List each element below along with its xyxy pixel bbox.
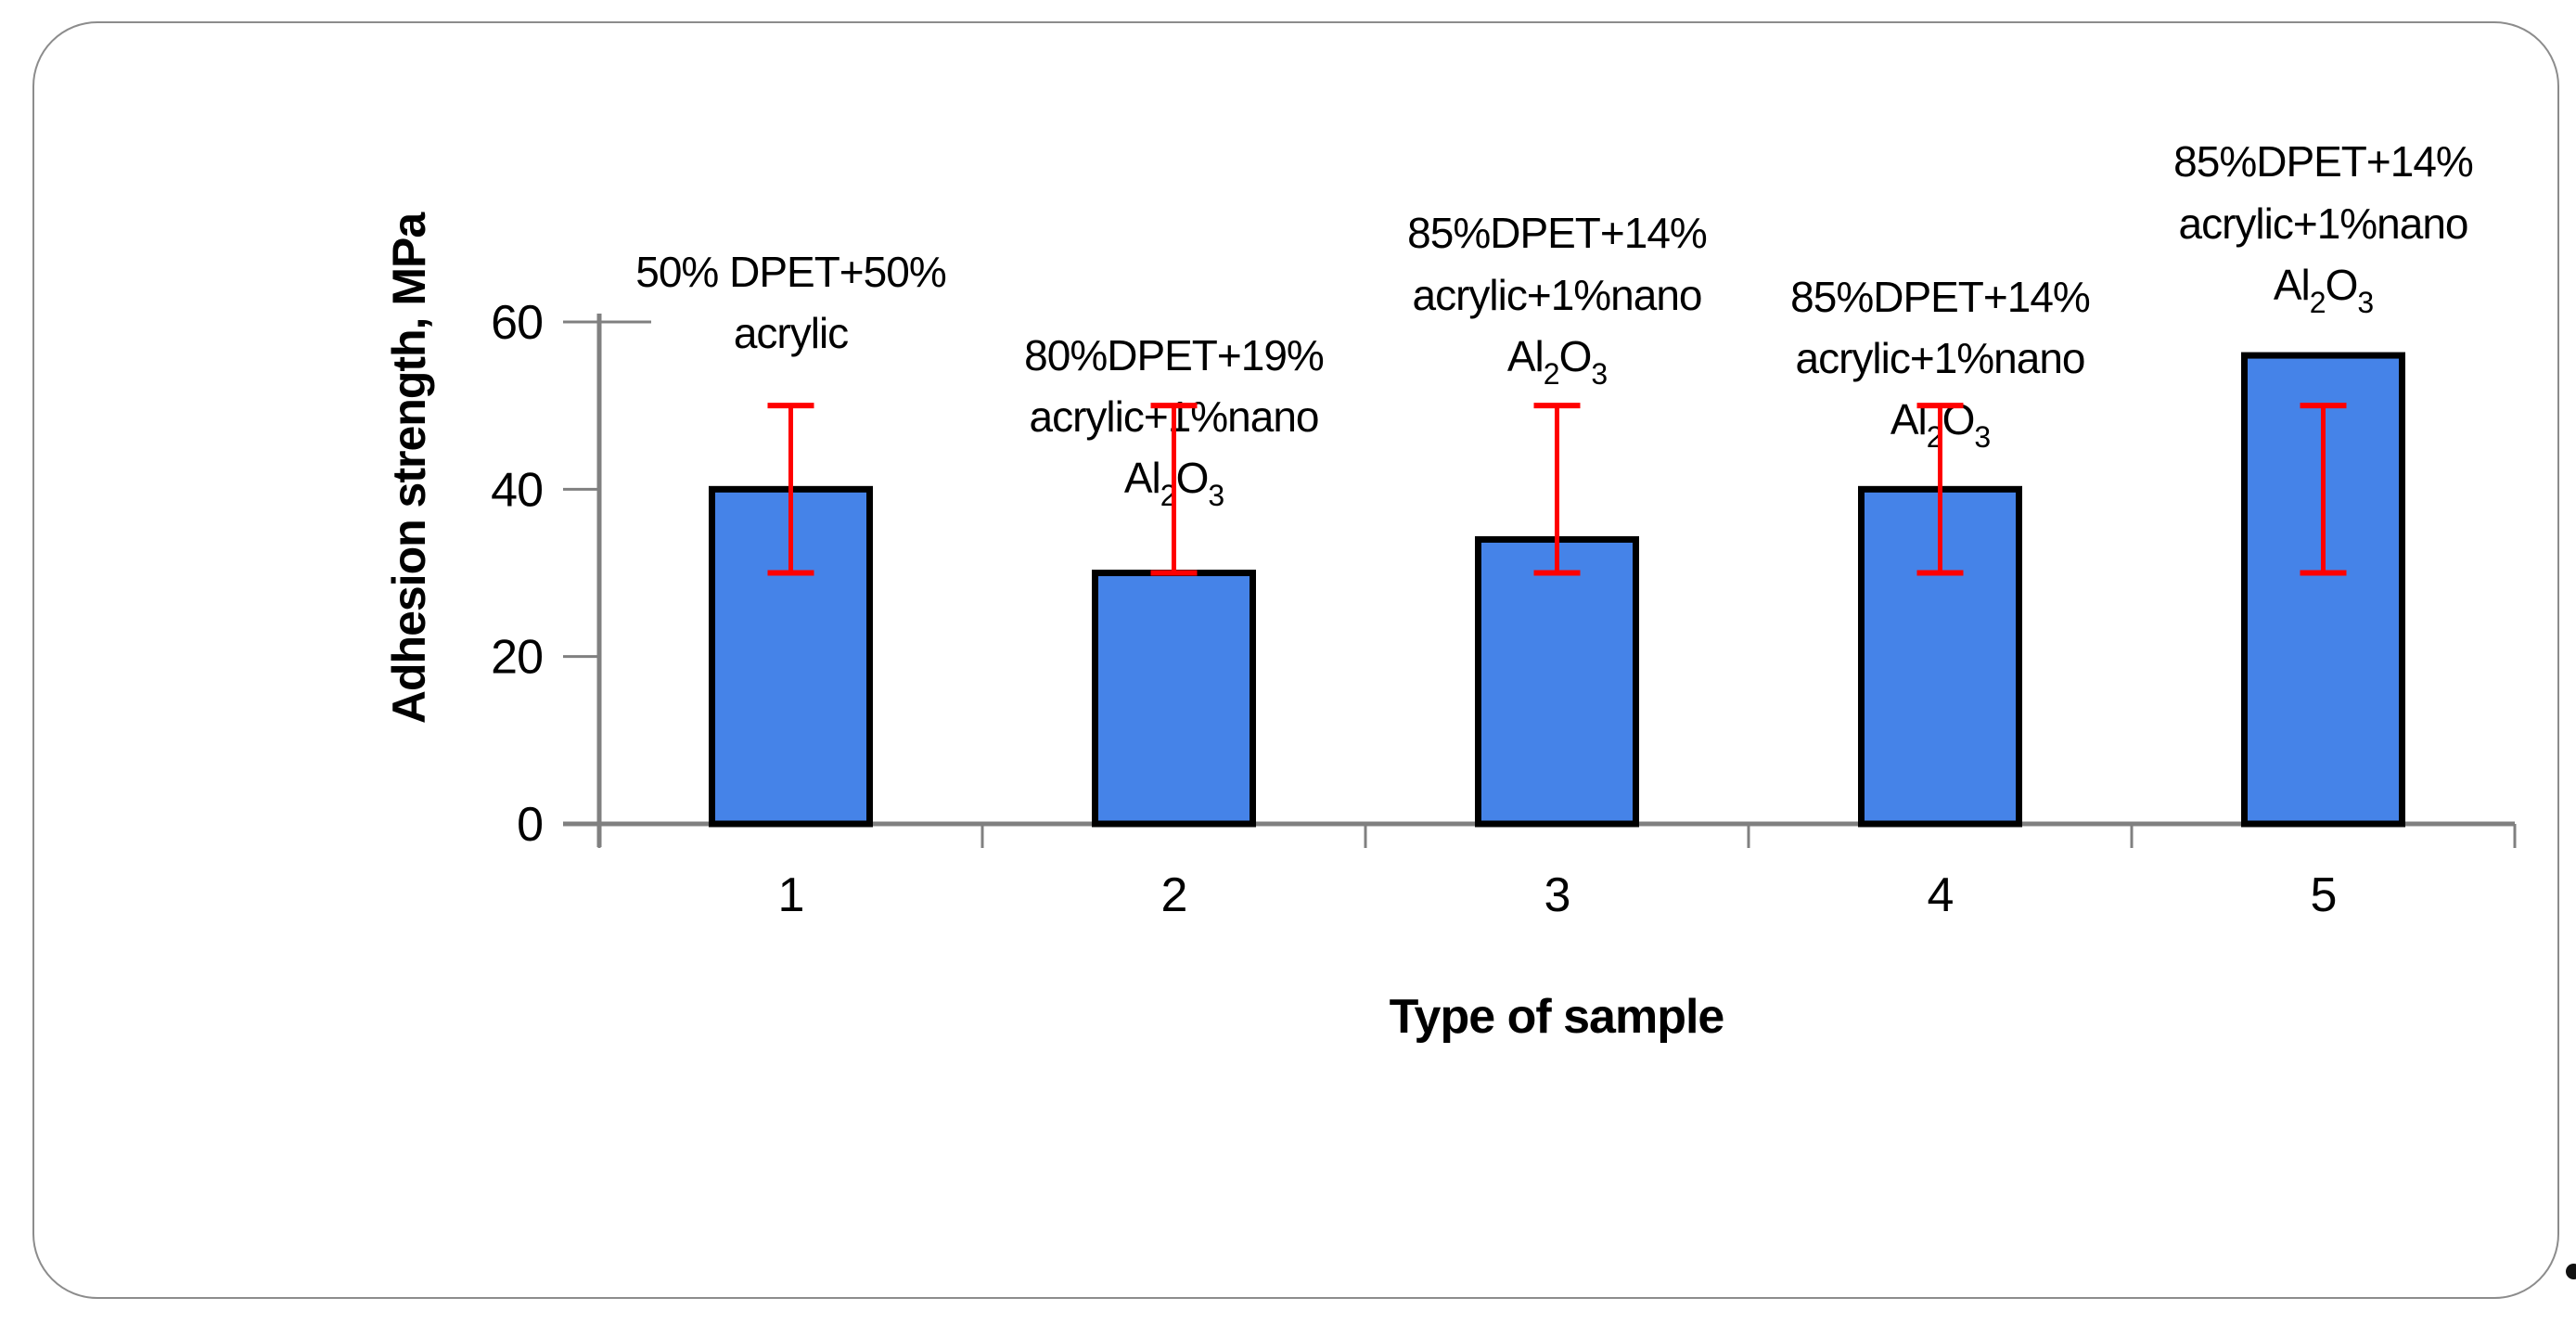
y-axis-title: Adhesion strength, MPa — [383, 212, 435, 724]
x-category-label: 5 — [2311, 868, 2337, 922]
stray-period-mark — [2566, 1264, 2576, 1279]
bar-annotation-line: 85%DPET+14% — [2173, 137, 2473, 186]
bar-annotation-line: acrylic — [734, 309, 848, 357]
y-tick-label: 40 — [491, 463, 543, 517]
bar-sample-2 — [1092, 569, 1256, 828]
x-axis-title: Type of sample — [1390, 990, 1724, 1044]
chart-panel-border — [32, 21, 2559, 1299]
bar-annotation-line: acrylic+1%nano — [2178, 199, 2467, 248]
bar-annotation-line: Al2O3 — [2274, 261, 2373, 319]
bar-annotation-line: 85%DPET+14% — [1407, 209, 1707, 257]
bar-sample-3 — [1475, 535, 1639, 828]
x-category-label: 1 — [778, 868, 804, 922]
bar-sample-1 — [709, 485, 873, 828]
x-category-label: 3 — [1544, 868, 1570, 922]
bar-annotation-line: 85%DPET+14% — [1790, 273, 2090, 321]
x-category-label: 4 — [1928, 868, 1954, 922]
y-tick-label: 0 — [517, 798, 543, 852]
y-tick-label: 60 — [491, 296, 543, 350]
x-category-label: 2 — [1161, 868, 1187, 922]
bar-annotation-line: acrylic+1%nano — [1412, 271, 1701, 319]
bar-annotation-line: 80%DPET+19% — [1024, 331, 1324, 379]
bar-annotation-line: acrylic+1%nano — [1795, 334, 2084, 382]
bar-annotation-line: 50% DPET+50% — [635, 248, 946, 296]
bar-annotation-line: Al2O3 — [1507, 332, 1607, 391]
y-tick-label: 20 — [491, 631, 543, 685]
